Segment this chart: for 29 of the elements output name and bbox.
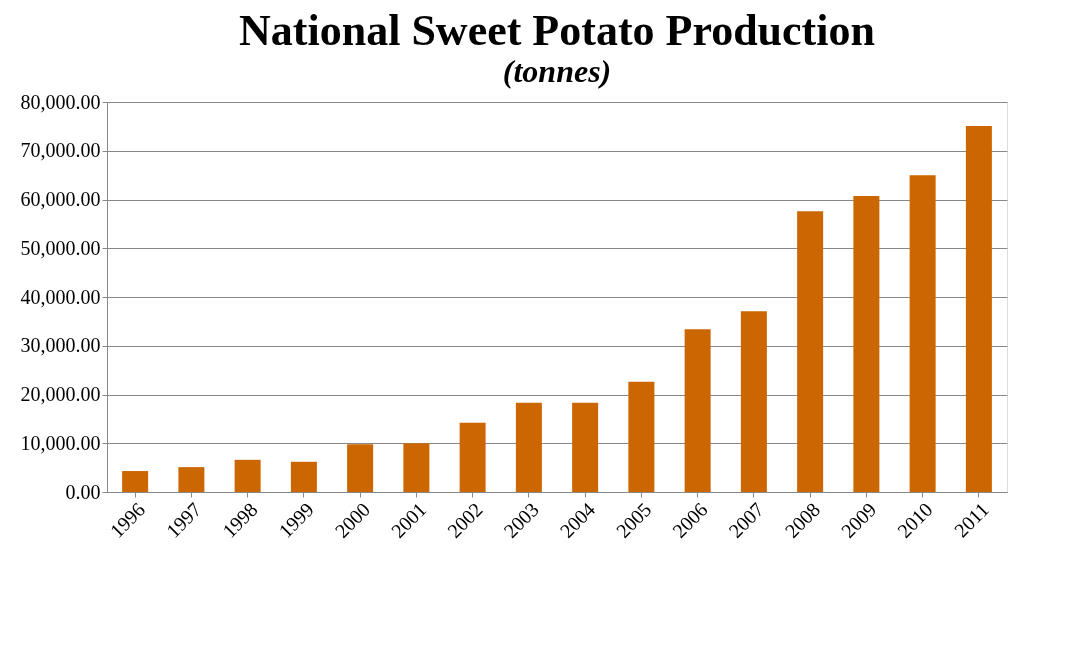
x-tick-label: 1999	[274, 498, 319, 542]
bar	[797, 211, 824, 492]
bar	[853, 196, 880, 492]
y-tick-label: 60,000.00	[20, 188, 101, 210]
bar	[628, 381, 655, 492]
y-tick-label: 80,000.00	[20, 90, 101, 113]
y-tick-label: 50,000.00	[20, 236, 101, 259]
x-tick-label: 2011	[949, 498, 994, 542]
bar	[122, 471, 149, 492]
y-tick-label: 40,000.00	[20, 285, 101, 308]
bar	[684, 329, 711, 492]
bar	[459, 422, 486, 492]
y-tick-label: 70,000.00	[20, 139, 101, 162]
bar	[572, 402, 599, 492]
bar	[515, 402, 542, 492]
bar	[965, 125, 992, 492]
bar	[740, 311, 767, 492]
bar	[909, 175, 936, 492]
bar	[347, 444, 374, 492]
bar	[290, 461, 317, 492]
chart-subtitle: (tonnes)	[502, 53, 612, 89]
bar	[234, 459, 261, 492]
bar	[403, 443, 430, 492]
y-tick-label: 10,000.00	[20, 431, 101, 454]
y-tick-label: 0.00	[65, 480, 101, 503]
bar	[178, 467, 205, 492]
y-tick-label: 20,000.00	[20, 383, 101, 405]
chart-title: National Sweet Potato Production	[239, 6, 875, 55]
y-tick-label: 30,000.00	[20, 334, 101, 357]
